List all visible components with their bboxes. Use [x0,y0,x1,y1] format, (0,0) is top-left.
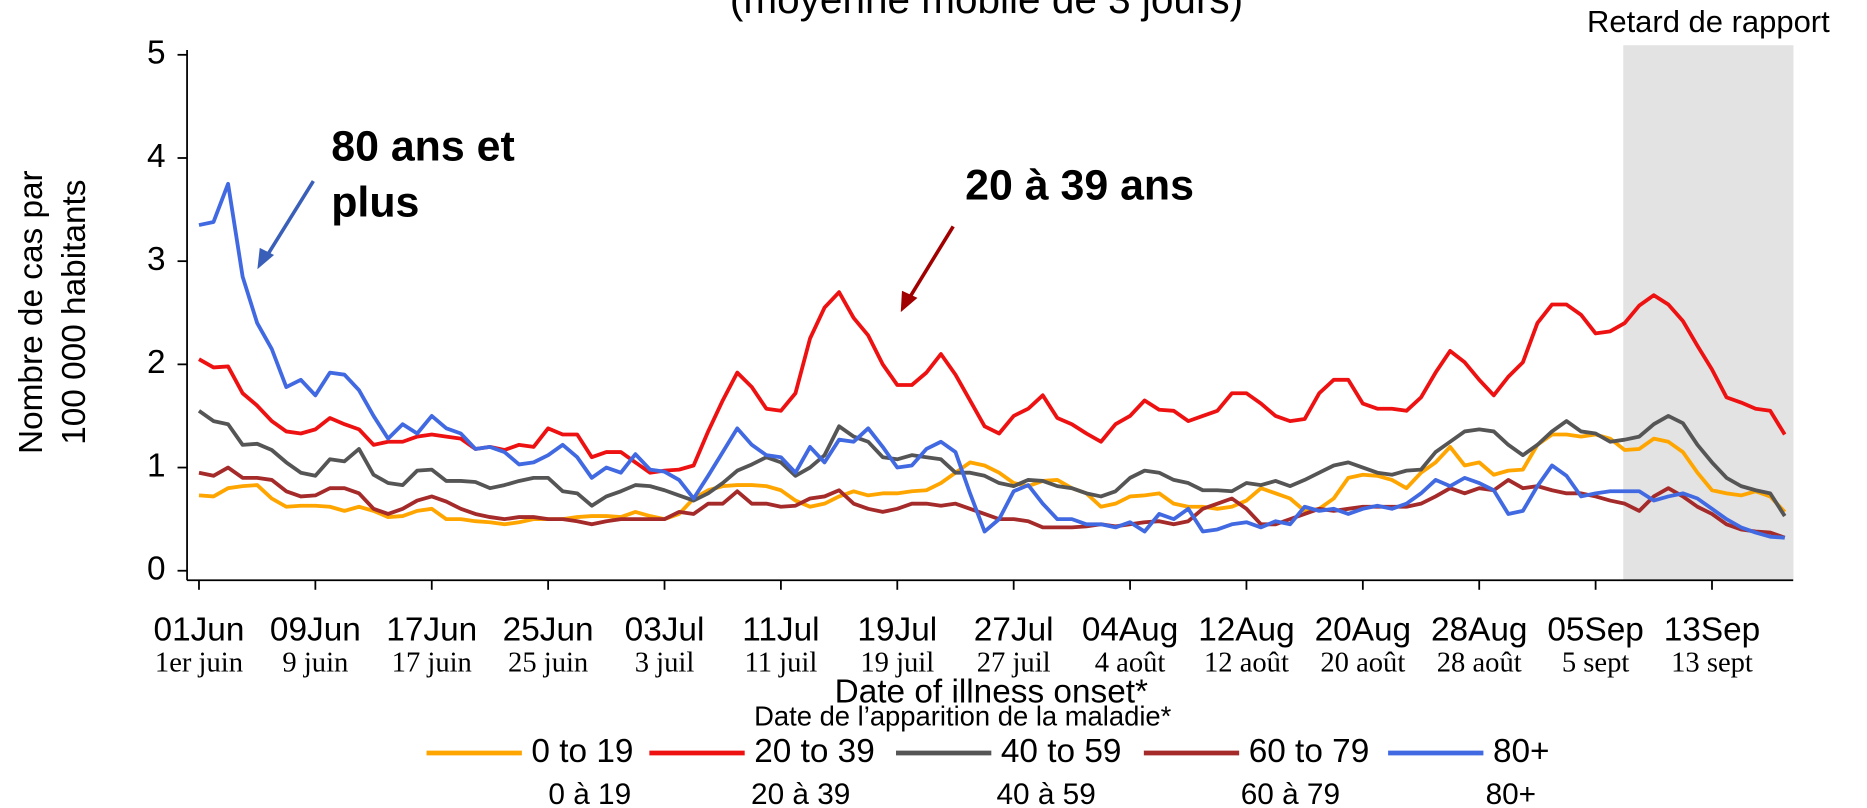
x-tick-label-fr: 11 juil [745,647,818,678]
series-line [198,290,1787,475]
x-tick-label-fr: 4 août [1095,647,1166,678]
x-tick-label: 11Jul [742,611,819,648]
legend-label: 0 to 19 [531,733,633,770]
x-tick-label-fr: 5 sept [1562,647,1630,678]
y-axis-title: Nombre de cas par 100 000 habitants [13,170,93,454]
y-axis-title-line: 100 000 habitants [56,180,93,445]
annotation: 20 à 39 ans [965,162,1194,210]
legend-label: 20 to 39 [754,733,875,770]
x-tick-label-fr: 27 juil [977,647,1051,678]
annotation-arrow [906,225,955,302]
legend-label-fr: 60 à 79 [1241,778,1340,808]
x-tick-label-fr: 20 août [1320,647,1405,678]
x-tick-label-fr: 9 juin [282,647,348,678]
annotation: 80 ans et [331,122,515,170]
x-tick-label: 09Jun [270,611,361,648]
legend-label-fr: 40 à 59 [996,778,1095,808]
x-axis-title-fr: Date de l’apparition de la maladie* [754,701,1172,732]
series-line [198,181,1785,540]
x-tick-label-fr: 19 juil [860,647,934,678]
y-tick-label: 1 [147,447,166,484]
series-line [197,409,1787,518]
x-tick-label-fr: 3 juil [635,647,695,678]
y-axis-title-line: Nombre de cas par [13,170,50,454]
annotation-arrowhead [900,290,918,313]
y-tick-label: 3 [147,241,166,278]
y-tick-label: 5 [147,35,166,72]
x-tick-label: 28Aug [1431,611,1527,648]
legend-label-fr: 20 à 39 [751,778,850,808]
x-tick-label: 13Sep [1664,611,1760,648]
x-tick-label: 27Jul [974,611,1054,648]
x-tick-label: 17Jun [386,611,477,648]
y-tick-label: 2 [147,344,166,381]
chart-body: (moyenne mobile de 3 jours) Nombre de ca… [13,0,1830,808]
x-tick-label-fr: 28 août [1437,647,1522,678]
legend-label-fr: 0 à 19 [548,778,631,808]
x-tick-label: 04Aug [1082,611,1178,648]
legend-label-fr: 80+ [1486,778,1537,808]
legend-label: 80+ [1493,733,1550,770]
y-tick-label: 4 [147,138,166,175]
x-tick-label-fr: 25 juin [508,647,588,678]
annotation-arrowhead [257,247,275,270]
x-tick-label: 12Aug [1198,611,1294,648]
x-axis-title: Date of illness onset* [835,673,1148,710]
series-line [198,432,1787,527]
x-tick-label-fr: 17 juin [392,647,472,678]
x-tick-label: 05Sep [1547,611,1643,648]
x-tick-label: 03Jul [625,611,705,648]
series-line [198,465,1786,540]
legend-label: 60 to 79 [1249,733,1370,770]
y-tick-label: 0 [147,551,166,588]
annotation-arrow [262,180,315,261]
annotation: plus [331,178,419,226]
chart-subtitle: (moyenne mobile de 3 jours) [730,0,1243,22]
x-tick-label-fr: 12 août [1204,647,1289,678]
report-delay-label: Retard de rapport [1587,4,1830,39]
x-tick-label: 19Jul [857,611,937,648]
x-tick-label-fr: 1er juin [155,647,243,678]
x-tick-label: 01Jun [154,611,245,648]
legend-label: 40 to 59 [1001,733,1122,770]
x-tick-label: 25Jun [503,611,594,648]
x-tick-label: 20Aug [1315,611,1411,648]
x-tick-label-fr: 13 sept [1671,647,1753,678]
